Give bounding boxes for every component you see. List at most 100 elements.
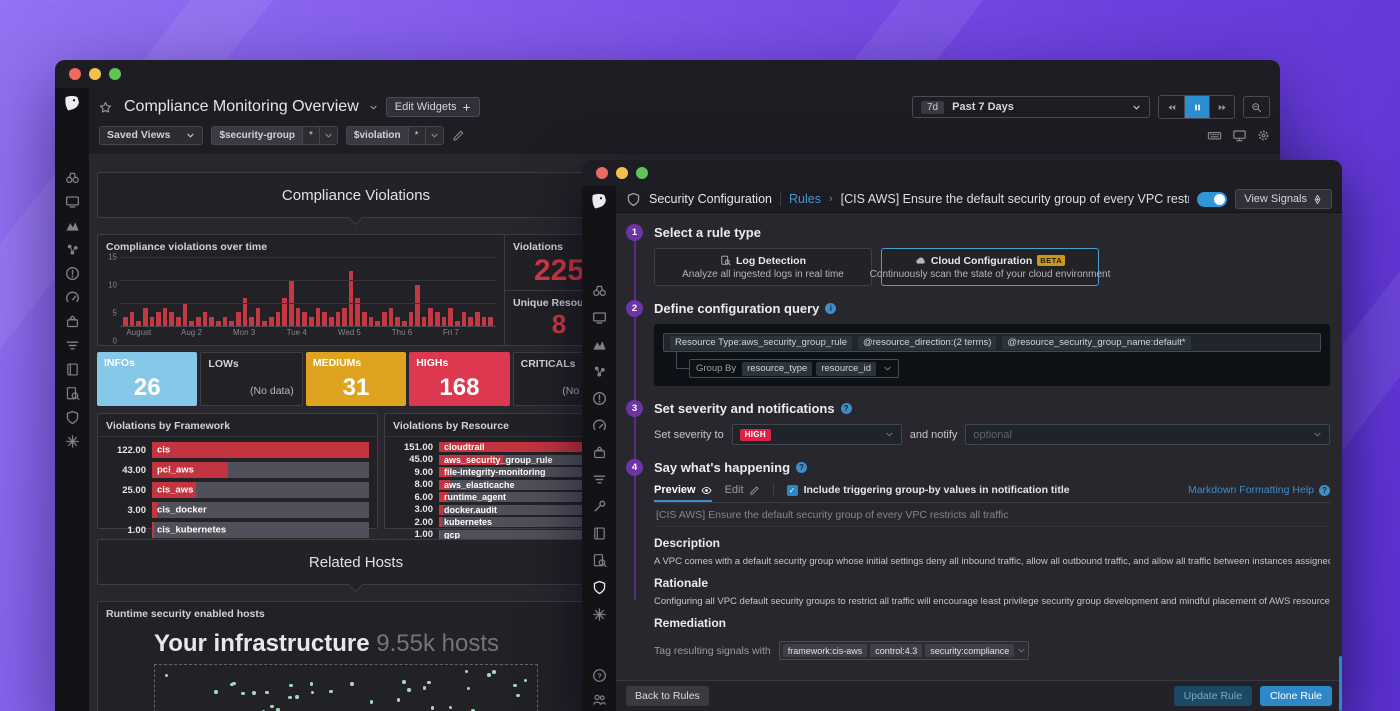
keyboard-shortcuts-icon[interactable] <box>1207 128 1222 143</box>
integrations-icon[interactable] <box>65 314 80 329</box>
include-groupby-checkbox[interactable]: ✓ Include triggering group-by values in … <box>786 484 1070 496</box>
severity-cell-infos[interactable]: INFOs 26 <box>97 352 198 406</box>
clone-rule-button[interactable]: Clone Rule <box>1260 686 1332 706</box>
minimize-window-button[interactable] <box>616 167 628 179</box>
toplist-row[interactable]: 8.00 aws_elasticache <box>389 479 655 490</box>
host-dot[interactable] <box>402 680 406 684</box>
toplist-row[interactable]: 43.00 pci_aws <box>102 462 369 478</box>
host-dot[interactable] <box>492 670 496 674</box>
host-dot[interactable] <box>230 682 234 687</box>
watchdog-icon[interactable] <box>65 170 80 185</box>
apm-icon[interactable] <box>65 290 80 305</box>
info-icon[interactable]: ? <box>840 403 852 414</box>
tab-preview[interactable]: Preview <box>654 484 712 502</box>
settings-icon[interactable] <box>65 434 80 449</box>
infrastructure-icon[interactable] <box>65 242 80 257</box>
users-icon[interactable] <box>592 692 607 707</box>
host-dot[interactable] <box>350 682 354 686</box>
host-dot[interactable] <box>430 706 435 710</box>
host-dot[interactable] <box>265 690 269 694</box>
toplist-row[interactable]: 1.00 gcp <box>389 529 655 540</box>
toplist-row[interactable]: 2.00 kubernetes <box>389 517 655 528</box>
toplist-row[interactable]: 6.00 runtime_agent <box>389 492 655 503</box>
monitors-icon[interactable] <box>65 266 80 281</box>
host-dot[interactable] <box>471 709 475 711</box>
close-window-button[interactable] <box>69 68 81 80</box>
host-dot[interactable] <box>289 683 293 688</box>
infrastructure-icon[interactable] <box>592 364 607 379</box>
watchdog-icon[interactable] <box>592 283 607 298</box>
toplist-row[interactable]: 45.00 aws_security_group_rule <box>389 454 655 465</box>
host-dot[interactable] <box>241 691 245 696</box>
severity-cell-lows[interactable]: LOWs (No data) <box>200 352 303 406</box>
host-dot[interactable] <box>252 691 256 695</box>
host-dot[interactable] <box>329 689 333 694</box>
violations-bar-chart[interactable] <box>120 257 496 327</box>
notify-select[interactable]: optional <box>965 424 1330 445</box>
template-variable-$security-group[interactable]: $security-group * <box>211 125 338 145</box>
query-input[interactable]: Resource Type:aws_security_group_rule @re… <box>663 333 1321 352</box>
security-icon[interactable] <box>65 410 80 425</box>
host-dot[interactable] <box>295 695 299 699</box>
minimize-window-button[interactable] <box>89 68 101 80</box>
update-rule-button[interactable]: Update Rule <box>1173 686 1253 706</box>
edit-widgets-button[interactable]: Edit Widgets <box>385 97 480 117</box>
group-by-token[interactable]: resource_id <box>816 361 876 376</box>
zoom-out-button[interactable] <box>1243 96 1270 118</box>
toplist-row[interactable]: 3.00 cis_docker <box>102 502 369 518</box>
apm-icon[interactable] <box>592 418 607 433</box>
host-dot[interactable] <box>214 690 218 694</box>
host-dot[interactable] <box>407 688 411 692</box>
host-dot[interactable] <box>448 705 453 710</box>
rule-type-card-log-detection[interactable]: Log Detection Analyze all ingested logs … <box>654 248 872 286</box>
toplist-row[interactable]: 1.00 cis_kubernetes <box>102 522 369 538</box>
notebooks-icon[interactable] <box>65 362 80 377</box>
violations-by-framework-widget[interactable]: Violations by Framework 122.00 cis 43.00 pc… <box>97 413 378 538</box>
toplist-row[interactable]: 151.00 cloudtrail <box>389 442 655 453</box>
zoom-window-button[interactable] <box>636 167 648 179</box>
time-forward-button[interactable] <box>1209 96 1234 118</box>
toplist-row[interactable]: 122.00 cis <box>102 442 369 458</box>
runtime-security-hosts-widget[interactable]: Runtime security enabled hosts Your infr… <box>97 601 640 711</box>
security-icon[interactable] <box>592 580 607 595</box>
zoom-window-button[interactable] <box>109 68 121 80</box>
chevron-down-icon[interactable] <box>369 103 378 112</box>
group-by-token[interactable]: resource_type <box>742 361 813 376</box>
section-header-related-hosts[interactable]: Related Hosts <box>97 539 615 585</box>
query-token[interactable]: Resource Type:aws_security_group_rule <box>670 335 852 350</box>
host-dot[interactable] <box>288 695 292 700</box>
pause-live-button[interactable] <box>1184 96 1209 118</box>
favorite-star-icon[interactable] <box>99 101 112 114</box>
metrics-icon[interactable] <box>592 337 607 352</box>
signal-tag[interactable]: framework:cis-aws <box>782 644 868 657</box>
tv-mode-icon[interactable] <box>1232 128 1247 143</box>
severity-cell-mediums[interactable]: MEDIUMs 31 <box>305 352 407 406</box>
integrations-icon[interactable] <box>592 445 607 460</box>
markdown-help-link[interactable]: Markdown Formatting Help ? <box>1188 484 1330 496</box>
severity-cell-highs[interactable]: HIGHs 168 <box>409 352 510 406</box>
toplist-row[interactable]: 9.00 file-integrity-monitoring <box>389 467 655 478</box>
host-dot[interactable] <box>164 673 169 678</box>
host-dot[interactable] <box>270 704 274 709</box>
host-dot[interactable] <box>232 681 236 686</box>
host-dot[interactable] <box>427 680 431 685</box>
signal-tags-select[interactable]: framework:cis-aws control:4.3 security:com… <box>778 641 1030 660</box>
signal-tag[interactable]: security:compliance <box>925 644 1015 657</box>
dashboard-settings-gear-icon[interactable] <box>1257 129 1270 142</box>
time-backward-button[interactable] <box>1159 96 1184 118</box>
log-explorer-icon[interactable] <box>592 553 607 568</box>
notebooks-icon[interactable] <box>592 526 607 541</box>
host-dot[interactable] <box>523 678 528 683</box>
close-window-button[interactable] <box>596 167 608 179</box>
view-signals-button[interactable]: View Signals <box>1235 189 1332 209</box>
events-icon[interactable] <box>65 194 80 209</box>
saved-views-select[interactable]: Saved Views <box>99 125 204 145</box>
group-by-select[interactable]: Group By resource_type resource_id <box>689 359 899 378</box>
section-header-compliance-violations[interactable]: Compliance Violations <box>97 172 615 218</box>
tab-edit[interactable]: Edit <box>725 484 760 496</box>
template-variable-$violation[interactable]: $violation * <box>345 125 444 145</box>
toplist-row[interactable]: 25.00 cis_aws <box>102 482 369 498</box>
host-map-scatter[interactable] <box>154 664 538 711</box>
info-icon[interactable]: i <box>825 303 837 314</box>
scrollbar-thumb[interactable] <box>1339 656 1342 711</box>
